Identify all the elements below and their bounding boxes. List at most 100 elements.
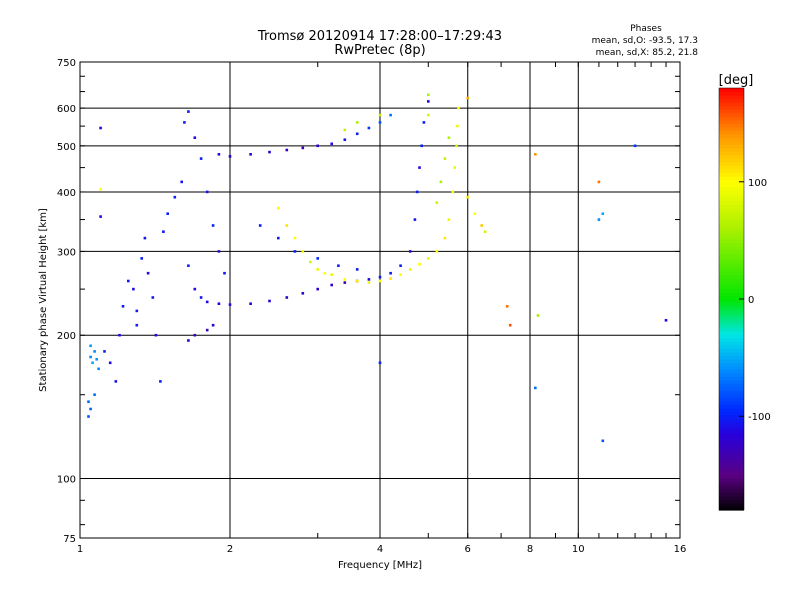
data-point: [316, 144, 319, 148]
data-point: [99, 126, 102, 130]
data-point: [508, 323, 512, 327]
colorbar-segment: [719, 422, 744, 427]
data-point: [114, 380, 118, 383]
colorbar-segment: [719, 182, 744, 188]
data-point: [108, 361, 112, 365]
colorbar-segment: [719, 274, 744, 279]
colorbar-segment: [719, 161, 744, 166]
data-point: [408, 250, 412, 253]
data-point: [293, 236, 297, 240]
data-point: [343, 128, 347, 132]
colorbar-segment: [719, 186, 744, 191]
colorbar-segment: [719, 197, 744, 202]
colorbar-segment: [719, 506, 744, 511]
colorbar-segment: [719, 369, 744, 374]
data-point: [217, 153, 221, 156]
data-point: [389, 277, 392, 280]
data-point: [534, 153, 537, 156]
data-point: [293, 250, 297, 253]
colorbar-segment: [719, 358, 744, 363]
data-point: [199, 296, 203, 299]
y-tick-label: 750: [57, 58, 76, 69]
data-point: [97, 367, 100, 371]
data-point: [330, 142, 333, 146]
data-point: [597, 180, 601, 184]
data-point: [205, 190, 209, 194]
data-point: [355, 279, 359, 283]
colorbar-segment: [719, 376, 744, 381]
data-point: [435, 250, 439, 253]
data-point: [87, 400, 90, 403]
data-point: [228, 303, 232, 306]
data-point: [187, 264, 190, 267]
colorbar-segment: [719, 105, 744, 110]
data-point: [173, 195, 177, 199]
data-point: [378, 113, 382, 117]
data-point: [91, 361, 94, 365]
colorbar-segment: [719, 499, 744, 504]
colorbar-segment: [719, 172, 744, 177]
data-point: [89, 355, 92, 359]
data-point: [93, 350, 96, 353]
data-point: [466, 195, 469, 199]
colorbar-segment: [719, 439, 744, 444]
colorbar-segment: [719, 386, 744, 392]
colorbar-tick-label: 100: [748, 178, 767, 189]
colorbar-segment: [719, 232, 744, 237]
data-point: [99, 188, 102, 191]
x-tick-label: 10: [572, 544, 585, 555]
colorbar-segment: [719, 379, 744, 384]
data-point: [301, 250, 305, 253]
colorbar: 100 0 -100: [718, 87, 771, 511]
y-axis-label: Stationary phase Virtual Height [km]: [38, 208, 49, 392]
y-tick-label: 75: [63, 534, 76, 545]
colorbar-segment: [719, 474, 744, 479]
data-point: [367, 278, 371, 281]
colorbar-segment: [719, 495, 744, 501]
data-point: [87, 415, 90, 418]
data-point: [277, 206, 280, 210]
colorbar-segment: [719, 112, 744, 117]
data-point: [378, 279, 382, 283]
colorbar-segment: [719, 256, 744, 261]
data-point: [285, 296, 289, 299]
colorbar-segment: [719, 165, 744, 170]
x-tick-label: 16: [674, 544, 687, 555]
colorbar-segment: [719, 284, 744, 290]
colorbar-segment: [719, 239, 744, 244]
data-point: [103, 350, 106, 353]
colorbar-segment: [719, 411, 744, 416]
colorbar-segment: [719, 471, 744, 476]
data-point: [316, 287, 319, 291]
data-point: [427, 113, 430, 117]
colorbar-segment: [719, 91, 744, 96]
data-point: [420, 144, 423, 148]
data-point: [601, 212, 605, 215]
colorbar-segment: [719, 221, 744, 226]
data-point: [367, 281, 371, 284]
data-point: [343, 138, 347, 141]
colorbar-segment: [719, 109, 744, 114]
data-point: [205, 300, 209, 304]
colorbar-segment: [719, 154, 744, 159]
data-point: [355, 132, 359, 136]
colorbar-segment: [719, 235, 744, 240]
colorbar-segment: [719, 88, 744, 93]
data-point: [89, 344, 92, 348]
colorbar-segment: [719, 270, 744, 275]
colorbar-segment: [719, 168, 744, 173]
colorbar-segment: [719, 443, 744, 448]
colorbar-segment: [719, 393, 744, 399]
data-point: [408, 268, 412, 271]
data-point: [211, 224, 215, 227]
data-point: [127, 279, 130, 283]
colorbar-segment: [719, 446, 744, 451]
colorbar-segment: [719, 204, 744, 209]
colorbar-segment: [719, 365, 744, 370]
data-point: [343, 278, 347, 281]
data-points: [87, 93, 668, 443]
data-point: [309, 260, 312, 264]
colorbar-segment: [719, 404, 744, 409]
data-point: [389, 113, 392, 117]
phases-title: Phases: [630, 24, 662, 34]
